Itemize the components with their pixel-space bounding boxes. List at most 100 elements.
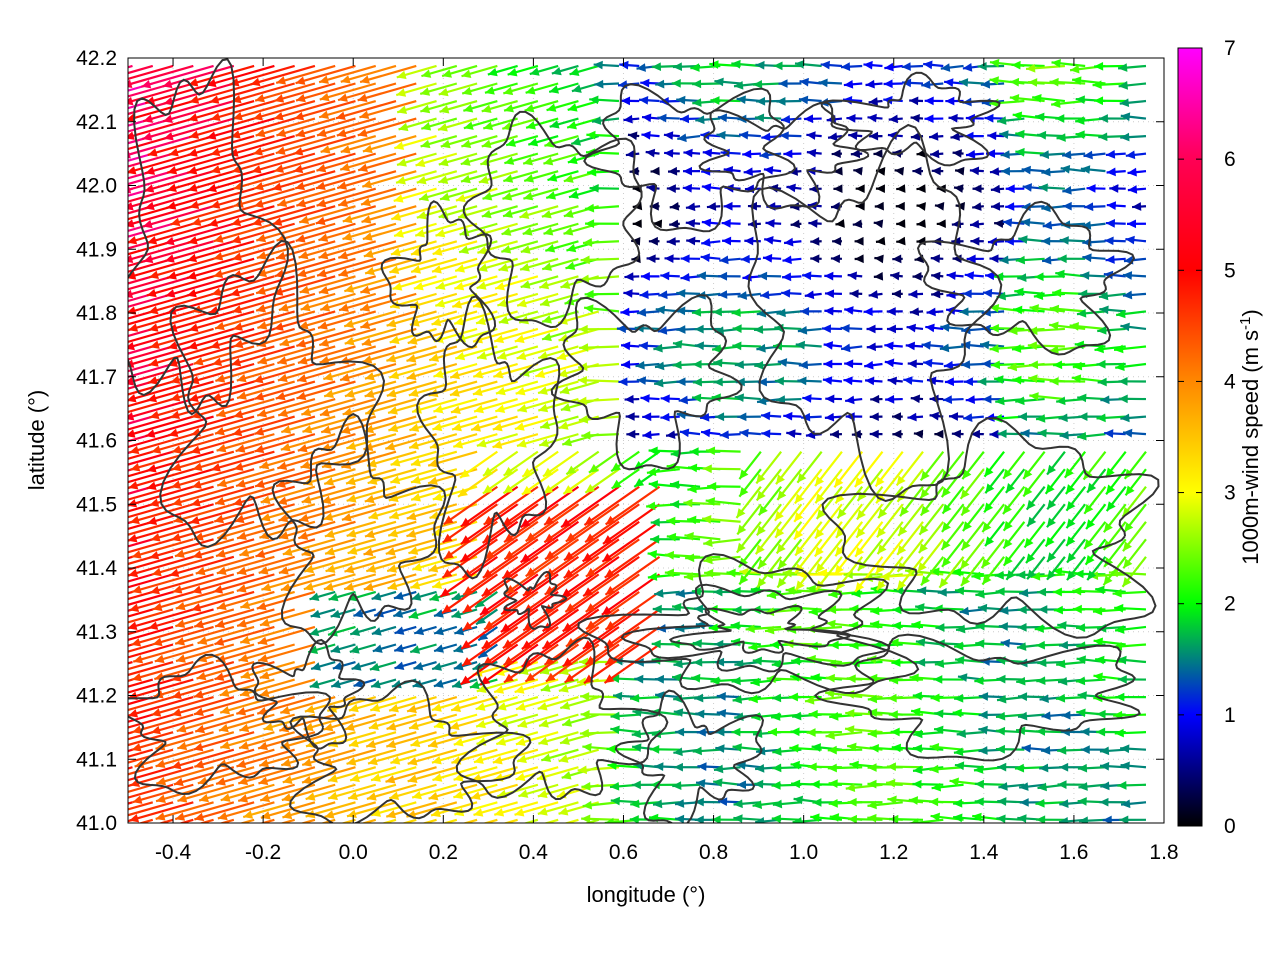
wind-vector-head (795, 340, 806, 350)
wind-vector-head (1094, 344, 1104, 354)
wind-vector-shaft (360, 187, 417, 206)
wind-vector-head (869, 131, 879, 141)
wind-vector-head (660, 394, 670, 404)
wind-vector-head (360, 197, 371, 207)
wind-vector-head (367, 756, 378, 766)
wind-vector-head (1014, 287, 1024, 297)
wind-vector-head (236, 584, 247, 593)
wind-vector-head (175, 637, 186, 646)
wind-vector-head (520, 245, 531, 254)
wind-vector-head (923, 358, 933, 368)
wind-vector-head (952, 708, 962, 718)
wind-vector-head (810, 780, 820, 789)
wind-vector-head (962, 521, 972, 532)
wind-vector-head (163, 96, 174, 106)
wind-vector-head (772, 763, 782, 773)
wind-vector-head (1032, 93, 1042, 103)
wind-vector-head (1036, 676, 1046, 686)
wind-vector-shaft (169, 398, 235, 419)
wind-vector-head (1057, 254, 1067, 264)
wind-vector-head (742, 149, 752, 159)
wind-vector-head (193, 357, 204, 366)
wind-vector-head (578, 324, 588, 334)
wind-vector-head (905, 341, 916, 351)
wind-vector-head (497, 351, 507, 360)
wind-vector-shaft (128, 696, 174, 712)
wind-vector-head (824, 306, 834, 316)
wind-vector-head (1074, 569, 1084, 579)
y-tick-label: 41.5 (76, 493, 117, 516)
wind-vector-shaft (146, 503, 214, 525)
wind-vector-shaft (298, 503, 356, 522)
wind-vector-head (319, 75, 329, 84)
wind-vector-head (189, 130, 200, 139)
wind-vector-head (1013, 305, 1023, 315)
wind-vector-head (389, 335, 400, 345)
wind-vector-head (281, 793, 292, 802)
wind-vector-shaft (148, 257, 214, 279)
wind-vector-head (978, 710, 988, 720)
wind-vector-head (908, 289, 918, 299)
wind-vector-head (772, 747, 782, 756)
wind-vector-head (585, 567, 596, 577)
wind-vector-shaft (128, 643, 154, 653)
wind-vector-head (797, 376, 807, 386)
wind-vector-head (979, 340, 990, 350)
wind-vector-head (215, 374, 226, 383)
wind-vector-head (349, 645, 360, 654)
wind-vector-head (772, 693, 782, 703)
wind-vector-head (278, 408, 289, 418)
wind-vector-head (462, 621, 473, 631)
wind-vector-head (412, 562, 423, 572)
wind-vector-shaft (128, 555, 174, 571)
wind-vector-head (295, 234, 306, 243)
wind-vector-shaft (255, 538, 316, 558)
wind-vector-shaft (501, 485, 559, 527)
wind-vector-head (753, 79, 763, 89)
wind-vector-head (482, 192, 493, 201)
wind-vector-head (1118, 394, 1128, 404)
wind-vector-shaft (361, 170, 417, 188)
wind-vector-shaft (128, 520, 133, 525)
wind-vector-head (428, 476, 438, 485)
wind-vector-head (578, 414, 589, 424)
wind-vector-head (429, 353, 440, 362)
wind-vector-head (912, 744, 923, 753)
wind-vector-head (105, 465, 115, 473)
wind-vector-head (771, 814, 781, 823)
wind-vector-head (413, 281, 424, 291)
wind-vector-shaft (585, 538, 640, 578)
y-tick-label: 41.1 (76, 748, 117, 771)
wind-vector-head (893, 586, 904, 595)
wind-vector-head (1035, 112, 1045, 122)
wind-vector-head (228, 148, 239, 157)
wind-vector-shaft (363, 538, 417, 556)
wind-vector-head (771, 659, 782, 669)
wind-vector-head (497, 298, 508, 308)
wind-vector-head (1092, 80, 1102, 90)
wind-vector-shaft (128, 590, 133, 595)
wind-vector-head (995, 726, 1006, 736)
wind-vector-head (1066, 500, 1076, 511)
wind-vector-head (930, 149, 940, 159)
wind-vector-head (542, 332, 552, 342)
wind-vector-shaft (188, 64, 255, 86)
wind-vector-head (1117, 655, 1127, 665)
wind-vector-shaft (146, 222, 214, 244)
wind-vector-head (541, 753, 552, 763)
wind-vector-head (199, 829, 209, 837)
wind-vector-head (1103, 270, 1114, 280)
wind-vector-shaft (191, 573, 255, 594)
wind-vector-head (162, 79, 173, 89)
wind-vector-shaft (362, 135, 417, 153)
wind-vector-head (712, 307, 722, 317)
wind-vector-head (778, 559, 788, 570)
wind-vector-head (498, 263, 509, 272)
wind-vector-head (232, 305, 242, 314)
wind-vector-head (755, 544, 765, 555)
wind-vector-shaft (257, 310, 316, 329)
wind-vector-head (917, 562, 927, 572)
wind-vector-head (515, 737, 526, 746)
wind-vector-shaft (172, 573, 235, 594)
wind-vector-shaft (238, 731, 295, 750)
